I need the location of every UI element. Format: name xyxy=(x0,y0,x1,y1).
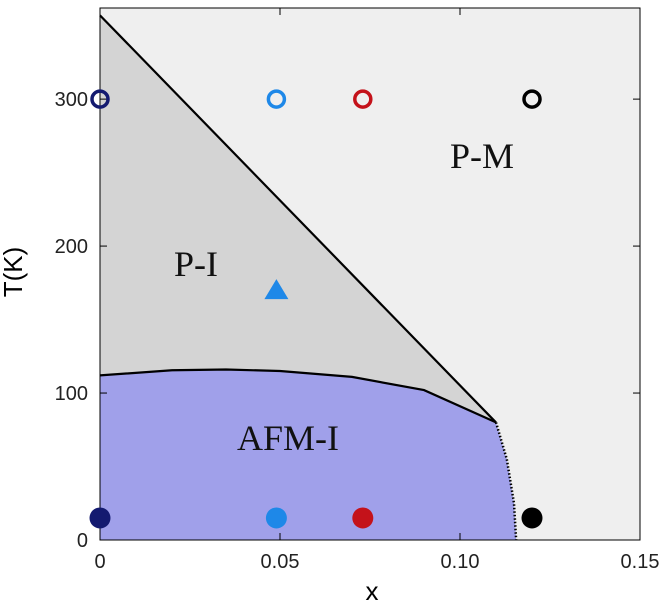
region-label: AFM-I xyxy=(237,418,339,458)
y-tick-label: 200 xyxy=(55,236,88,258)
y-tick-label: 300 xyxy=(55,89,88,111)
filled-point xyxy=(89,507,111,529)
open-point xyxy=(90,89,110,109)
region-label: P-I xyxy=(174,244,218,284)
x-axis-label: x xyxy=(366,576,379,606)
region-label: P-M xyxy=(450,136,514,176)
y-tick-label: 100 xyxy=(55,383,88,405)
plot-frame xyxy=(99,7,641,541)
filled-point xyxy=(352,507,374,529)
phase-boundary xyxy=(494,422,518,541)
filled-point xyxy=(521,507,543,529)
x-tick-label: 0 xyxy=(94,551,105,573)
open-point xyxy=(266,89,287,109)
phase-boundary xyxy=(99,14,497,424)
x-tick-label: 0.15 xyxy=(621,551,660,573)
filled-point xyxy=(265,507,287,529)
phase-boundary xyxy=(99,368,497,424)
open-point xyxy=(522,89,542,109)
open-point xyxy=(353,89,373,109)
x-tick-label: 0.05 xyxy=(261,551,300,573)
y-axis-label: T(K) xyxy=(0,247,28,298)
x-tick-label: 0.10 xyxy=(441,551,480,573)
region-afm-i xyxy=(100,369,517,540)
y-tick-label: 0 xyxy=(77,530,88,552)
triangle-point xyxy=(264,279,289,300)
